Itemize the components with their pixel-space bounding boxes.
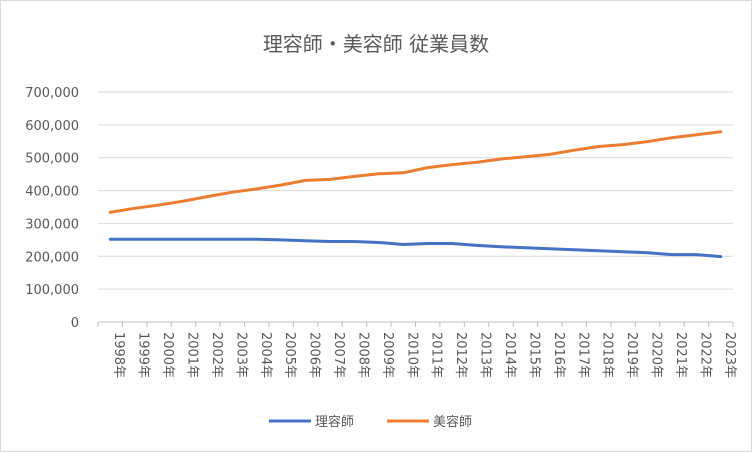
series-line-1 [108, 130, 723, 214]
x-tick-label: 2021年 [673, 332, 688, 378]
y-tick-label: 700,000 [25, 86, 79, 101]
y-tick-label: 300,000 [25, 217, 79, 232]
x-tick-label: 2001年 [184, 332, 199, 378]
x-tick-label: 1999年 [136, 332, 151, 378]
x-tick-label: 2018年 [600, 332, 615, 378]
x-tick-label: 2007年 [331, 332, 346, 378]
y-tick-label: 100,000 [25, 283, 79, 298]
chart-title: 理容師・美容師 従業員数 [263, 32, 489, 56]
y-tick-label: 500,000 [25, 152, 79, 167]
x-tick-label: 2010年 [404, 332, 419, 378]
x-tick-label: 2015年 [526, 332, 541, 378]
x-tick-label: 2013年 [478, 332, 493, 378]
x-tick-label: 2012年 [453, 332, 468, 378]
x-tick-label: 2022年 [697, 332, 712, 378]
x-tick-label: 2017年 [575, 332, 590, 378]
x-tick-label: 2002年 [209, 332, 224, 378]
x-tick-label: 2023年 [722, 332, 737, 378]
series-lines [108, 130, 723, 259]
x-tick-label: 2006年 [307, 332, 322, 378]
y-axis-ticks: 0 100,000 200,000 300,000 400,000 500,000 600,… [25, 86, 79, 331]
y-tick-label: 0 [71, 316, 79, 331]
x-tick-label: 2000年 [160, 332, 175, 378]
x-tick-label: 2004年 [258, 332, 273, 378]
gridlines [98, 91, 733, 323]
legend-label: 理容師 [315, 414, 354, 430]
x-tick-label: 2019年 [624, 332, 639, 378]
x-axis-ticks: 1998年 1999年 2000年 2001年 2002年 2003年 2004年 2005年… [97, 322, 737, 378]
x-tick-label: 2005年 [282, 332, 297, 378]
x-tick-label: 2014年 [502, 332, 517, 378]
x-tick-label: 2011年 [429, 332, 444, 378]
x-tick-label: 2009年 [380, 332, 395, 378]
series-line-0 [108, 237, 723, 259]
legend: 理容師 美容師 [269, 414, 472, 430]
y-tick-label: 400,000 [25, 185, 79, 200]
x-tick-label: 2003年 [233, 332, 248, 378]
y-tick-label: 600,000 [25, 119, 79, 134]
y-tick-label: 200,000 [25, 250, 79, 265]
x-tick-label: 2008年 [355, 332, 370, 378]
x-tick-label: 2020年 [649, 332, 664, 378]
x-tick-label: 2016年 [551, 332, 566, 378]
legend-label: 美容師 [433, 414, 472, 430]
x-tick-label: 1998年 [111, 332, 126, 378]
